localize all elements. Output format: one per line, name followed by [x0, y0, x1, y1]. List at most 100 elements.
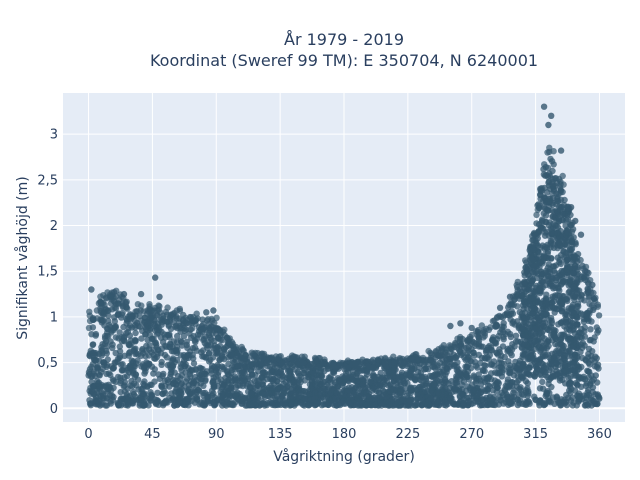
scatter-point	[111, 304, 118, 311]
scatter-point	[391, 359, 398, 366]
scatter-point	[547, 296, 555, 303]
scatter-point	[169, 355, 177, 362]
scatter-point	[529, 232, 536, 240]
scatter-point	[103, 370, 110, 378]
x-axis-title: Vågriktning (grader)	[273, 448, 415, 465]
scatter-point	[559, 172, 566, 180]
scatter-point	[208, 387, 216, 394]
scatter-point	[118, 361, 125, 368]
scatter-point	[519, 325, 526, 332]
scatter-point	[549, 190, 556, 197]
scatter-point	[579, 344, 586, 352]
scatter-point	[93, 357, 100, 364]
scatter-point	[562, 362, 569, 369]
scatter-point	[190, 379, 198, 386]
scatter-point	[299, 359, 306, 366]
scatter-point	[228, 384, 235, 391]
scatter-point	[247, 361, 255, 368]
scatter-point	[587, 394, 594, 402]
scatter-point	[97, 298, 104, 306]
scatter-point	[404, 371, 412, 379]
x-tick-label: 90	[208, 427, 225, 442]
scatter-point	[545, 198, 552, 205]
scatter-point	[595, 312, 603, 319]
scatter-point	[172, 389, 179, 396]
scatter-point	[559, 211, 566, 218]
scatter-point	[104, 361, 111, 369]
scatter-point	[564, 216, 572, 223]
scatter-point	[549, 283, 556, 290]
scatter-point	[316, 363, 323, 371]
scatter-point	[508, 379, 516, 386]
scatter-point	[379, 393, 386, 400]
scatter-point	[435, 389, 442, 396]
scatter-point	[553, 275, 560, 282]
scatter-point	[228, 338, 236, 346]
scatter-point	[454, 335, 461, 342]
scatter-point	[157, 309, 164, 316]
scatter-point	[250, 350, 257, 358]
scatter-point	[437, 370, 444, 378]
scatter-point	[494, 351, 502, 358]
scatter-point	[421, 366, 428, 373]
scatter-point	[139, 345, 146, 353]
scatter-point	[452, 354, 459, 361]
scatter-point	[324, 363, 331, 370]
scatter-point	[194, 396, 201, 403]
scatter-point	[104, 343, 111, 350]
scatter-point	[450, 400, 457, 408]
scatter-point	[93, 397, 100, 404]
scatter-point	[566, 379, 574, 387]
scatter-point	[148, 392, 156, 399]
scatter-point	[484, 377, 491, 385]
scatter-point	[261, 391, 268, 398]
scatter-point-outlier	[152, 274, 159, 281]
scatter-point	[320, 378, 327, 386]
scatter-point	[180, 332, 188, 340]
scatter-point	[125, 324, 132, 332]
scatter-point	[107, 338, 114, 345]
scatter-point	[90, 316, 97, 323]
scatter-point	[479, 396, 486, 403]
scatter-point	[312, 357, 319, 365]
scatter-point	[192, 316, 200, 323]
scatter-point	[539, 378, 546, 386]
scatter-point	[178, 342, 186, 349]
scatter-point	[531, 262, 538, 269]
scatter-point-outlier	[496, 304, 504, 311]
scatter-point	[481, 332, 488, 340]
scatter-point	[369, 385, 377, 392]
scatter-point	[211, 400, 218, 407]
scatter-point	[87, 373, 95, 380]
scatter-point	[235, 396, 243, 404]
scatter-point	[514, 396, 521, 403]
scatter-point	[569, 402, 576, 409]
scatter-point	[528, 279, 535, 287]
scatter-point	[539, 303, 546, 310]
scatter-point	[125, 352, 132, 359]
scatter-point	[297, 378, 304, 386]
scatter-point	[150, 370, 157, 377]
scatter-point-outlier	[582, 268, 589, 275]
scatter-point	[160, 370, 167, 378]
scatter-point	[85, 324, 93, 332]
scatter-point	[562, 241, 569, 248]
scatter-point	[532, 337, 539, 345]
scatter-point	[491, 369, 499, 376]
scatter-point	[547, 155, 554, 163]
scatter-point	[566, 237, 573, 244]
scatter-point	[541, 161, 548, 168]
scatter-point	[282, 357, 290, 364]
scatter-point	[261, 384, 268, 392]
scatter-point	[527, 317, 534, 324]
scatter-point	[145, 352, 153, 359]
scatter-point	[411, 376, 419, 383]
scatter-point	[151, 327, 159, 334]
scatter-point	[499, 314, 507, 321]
scatter-point	[513, 281, 520, 289]
scatter-point	[528, 255, 535, 262]
scatter-point	[523, 370, 530, 377]
scatter-point	[574, 314, 581, 321]
y-tick-label: 0	[50, 402, 58, 417]
scatter-point	[103, 402, 111, 409]
